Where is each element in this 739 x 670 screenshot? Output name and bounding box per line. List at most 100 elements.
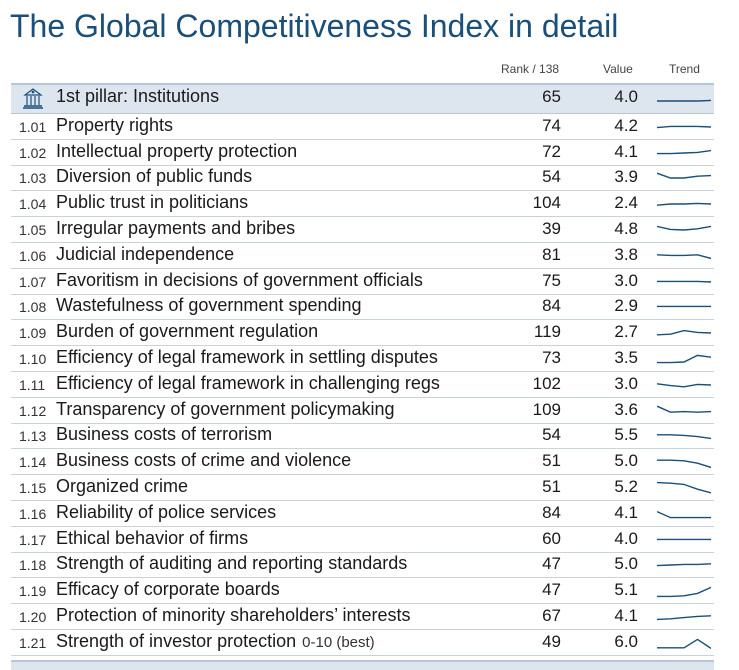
indicator-number: 1.21: [19, 634, 47, 651]
table-row: 1.19 Efficacy of corporate boards 47 5.1: [11, 578, 714, 605]
indicator-rank: 67: [542, 605, 561, 625]
indicator-rank: 54: [542, 167, 561, 187]
indicator-label-text: Wastefulness of government spending: [56, 295, 362, 316]
indicator-number: 1.15: [19, 479, 47, 496]
table-row: 1.09 Burden of government regulation 119 2.…: [11, 320, 714, 347]
indicator-number: 1.19: [19, 583, 47, 600]
indicator-number: 1.14: [19, 454, 47, 471]
trend-line: [657, 354, 711, 364]
trend-sparkline: [657, 638, 711, 649]
indicator-value: 3.5: [614, 347, 638, 367]
table-row: 1.16 Reliability of police services 84 4.1: [11, 501, 714, 527]
indicator-label: Ethical behavior of firms: [56, 528, 248, 549]
indicator-value: 4.1: [614, 502, 638, 522]
indicator-rank: 104: [532, 193, 561, 213]
table-row: 1.14 Business costs of crime and violence…: [11, 449, 714, 476]
table-row: 1.18 Strength of auditing and reporting s…: [11, 553, 714, 579]
indicator-rank: 39: [542, 218, 561, 238]
indicator-label: Burden of government regulation: [56, 321, 318, 342]
indicator-label-text: Strength of auditing and reporting stand…: [56, 553, 408, 574]
indicator-table: 1st pillar: Institutions 65 4.0 1.01 Prop…: [11, 83, 714, 656]
indicator-label: Business costs of terrorism: [56, 424, 272, 445]
table-row: 1.03 Diversion of public funds 54 3.9: [11, 166, 714, 192]
indicator-value: 4.2: [614, 115, 638, 135]
trend-sparkline: [657, 280, 711, 283]
indicator-number: 1.05: [19, 221, 47, 238]
trend-sparkline: [657, 330, 711, 336]
indicator-number: 1.08: [19, 299, 47, 316]
indicator-number: 1.18: [19, 557, 47, 574]
indicator-label-text: Ethical behavior of firms: [56, 527, 249, 548]
indicator-rank: 84: [542, 502, 561, 522]
trend-column-header: Trend: [669, 62, 700, 76]
indicator-value: 4.1: [614, 605, 638, 625]
indicator-rank: 75: [542, 270, 561, 290]
indicator-number: 1.20: [19, 608, 47, 625]
indicator-label: Public trust in politicians: [56, 192, 248, 213]
trend-line: [657, 510, 711, 519]
pillar-label: 1st pillar: Institutions: [56, 86, 220, 106]
trend-line: [657, 586, 711, 598]
indicator-rank: 84: [542, 296, 561, 316]
trend-sparkline: [657, 563, 711, 567]
indicator-label-text: Business costs of terrorism: [56, 424, 273, 445]
institution-building-icon: [23, 88, 43, 109]
indicator-number: 1.16: [19, 505, 47, 522]
indicator-number: 1.04: [19, 196, 47, 213]
trend-line: [657, 99, 711, 102]
trend-line: [657, 330, 711, 336]
trend-sparkline: [657, 354, 711, 364]
pillar-rank: 65: [542, 87, 561, 106]
table-row: 1.06 Judicial independence 81 3.8: [11, 243, 714, 269]
trend-sparkline: [657, 382, 711, 388]
trend-sparkline: [657, 481, 711, 494]
indicator-label-text: Property rights: [56, 114, 174, 135]
indicator-number: 1.10: [19, 350, 47, 367]
indicator-number: 1.06: [19, 247, 47, 264]
indicator-rank: 73: [542, 347, 561, 367]
page-title: The Global Competitiveness Index in deta…: [10, 8, 619, 44]
indicator-rank: 54: [542, 425, 561, 445]
table-row: 1.20 Protection of minority shareholders’…: [11, 604, 714, 630]
indicator-rank: 51: [542, 476, 561, 496]
indicator-label: Efficiency of legal framework in settlin…: [56, 347, 438, 368]
indicator-label: Efficiency of legal framework in challen…: [56, 373, 440, 394]
indicator-label-text: Business costs of crime and violence: [56, 450, 352, 471]
indicator-label-text: Efficiency of legal framework in challen…: [56, 372, 440, 393]
indicator-value: 3.9: [614, 167, 638, 187]
indicator-rank: 49: [542, 631, 561, 651]
indicator-rank: 74: [542, 115, 561, 135]
indicator-label: Property rights: [56, 115, 173, 136]
trend-line: [657, 563, 711, 567]
indicator-rank: 47: [542, 554, 561, 574]
table-row: 1.10 Efficiency of legal framework in set…: [11, 346, 714, 372]
indicator-label-text: Irregular payments and bribes: [56, 217, 296, 238]
indicator-number: 1.07: [19, 273, 47, 290]
indicator-rank: 51: [542, 451, 561, 471]
trend-sparkline: [657, 202, 711, 207]
indicator-rank: 60: [542, 528, 561, 548]
indicator-label: Organized crime: [56, 476, 188, 497]
indicator-label: Diversion of public funds: [56, 166, 252, 187]
table-row: 1.01 Property rights 74 4.2: [11, 114, 714, 140]
indicator-label-text: Efficacy of corporate boards: [56, 579, 280, 600]
indicator-label-text: Intellectual property protection: [56, 140, 298, 161]
table-row: 1.13 Business costs of terrorism 54 5.5: [11, 424, 714, 450]
indicator-value: 4.0: [614, 528, 638, 548]
table-row: 1.17 Ethical behavior of firms 60 4.0: [11, 527, 714, 553]
trend-sparkline: [657, 172, 711, 180]
trend-sparkline: [657, 586, 711, 598]
table-row: 1.07 Favoritism in decisions of governmen…: [11, 269, 714, 295]
indicator-rank: 119: [533, 322, 561, 342]
indicator-label: Transparency of government policymaking: [56, 399, 395, 420]
indicator-rank: 109: [532, 399, 561, 419]
indicator-rank: 72: [542, 141, 561, 161]
table-row: 1.12 Transparency of government policymak…: [11, 398, 714, 424]
trend-sparkline: [657, 510, 711, 519]
indicator-value: 5.2: [614, 476, 638, 496]
indicator-label: Judicial independence: [56, 244, 234, 265]
indicator-value: 5.0: [614, 554, 638, 574]
trend-line: [657, 172, 711, 180]
indicator-label-text: Strength of investor protection: [56, 630, 297, 651]
table-row: 1.08 Wastefulness of government spending 8…: [11, 295, 714, 321]
